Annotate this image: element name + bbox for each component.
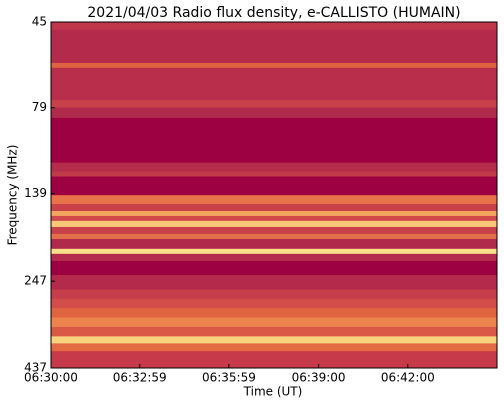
x-tick-label: 06:42:00 (381, 371, 435, 385)
spectrum-band (51, 99, 497, 109)
y-tick-label: 437 (24, 361, 47, 375)
spectrum-band (51, 289, 497, 300)
x-tick-label: 06:35:59 (202, 371, 256, 385)
y-tick-label: 247 (24, 274, 47, 288)
spectrum-band (51, 162, 497, 173)
spectrum-band (51, 29, 497, 64)
spectrum-band (51, 22, 497, 31)
y-tick-label: 45 (32, 15, 47, 29)
spectrum-band (51, 248, 497, 255)
spectrum-band (51, 117, 497, 164)
spectrum-band (51, 171, 497, 178)
spectrum-band (51, 195, 497, 205)
spectrum-band (51, 215, 497, 222)
spectrum-band (51, 62, 497, 69)
x-tick-label: 06:32:59 (113, 371, 167, 385)
x-axis-label: Time (UT) (243, 385, 303, 399)
y-tick-label: 139 (24, 186, 47, 200)
spectrum-band (51, 238, 497, 250)
spectrum-band (51, 67, 497, 101)
spectrum-band (51, 275, 497, 290)
x-tick-label: 06:39:00 (292, 371, 346, 385)
spectrum-band (51, 226, 497, 235)
spectrum-band (51, 107, 497, 119)
y-tick-label: 79 (32, 100, 47, 114)
spectrum-band (51, 204, 497, 212)
spectrum-band (51, 220, 497, 228)
spectrum-band (51, 253, 497, 262)
spectrum-band (51, 343, 497, 352)
spectrum-band (51, 260, 497, 276)
spectrum-band (51, 308, 497, 319)
spectrum-band (51, 176, 497, 196)
plot-frame (50, 21, 498, 369)
spectrum-band (51, 298, 497, 309)
spectrum-band (51, 336, 497, 344)
spectrum-band (51, 351, 497, 369)
spectrum-band (51, 211, 497, 217)
spectrum-band (51, 326, 497, 337)
x-tick-label: 06:30:00 (24, 371, 78, 385)
spectrum-band (51, 317, 497, 328)
spectrum-band (51, 233, 497, 240)
chart-title: 2021/04/03 Radio flux density, e-CALLIST… (87, 5, 460, 21)
y-axis-label: Frequency (MHz) (6, 145, 20, 246)
